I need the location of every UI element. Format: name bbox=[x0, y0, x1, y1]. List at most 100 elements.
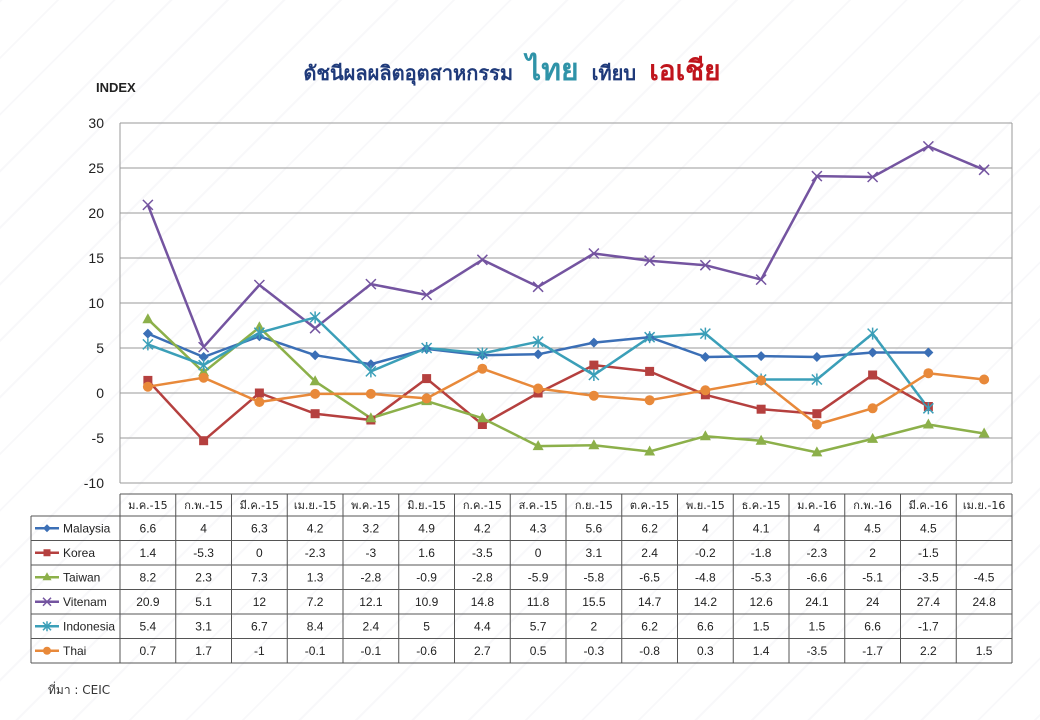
data-point bbox=[199, 436, 209, 446]
table-cell: -1.8 bbox=[751, 546, 772, 560]
series-lines bbox=[146, 145, 985, 454]
table-cell: 1.4 bbox=[753, 644, 770, 658]
data-point bbox=[253, 321, 265, 332]
table-cell: 24.1 bbox=[805, 595, 829, 609]
category-label: ก.ค.-15 bbox=[463, 499, 502, 512]
data-point bbox=[532, 335, 544, 348]
data-point bbox=[755, 274, 767, 286]
table-cell: -0.9 bbox=[416, 570, 437, 584]
table-cell: 2 bbox=[591, 619, 598, 633]
category-label: พ.ย.-15 bbox=[686, 499, 725, 512]
data-point bbox=[588, 390, 599, 401]
table-cell: 6.3 bbox=[251, 521, 268, 535]
table-cell: -2.3 bbox=[807, 546, 828, 560]
table-cell: 4 bbox=[702, 521, 709, 535]
data-point bbox=[198, 341, 210, 353]
table-cell: 5.6 bbox=[586, 521, 603, 535]
table-cell: 0 bbox=[256, 546, 263, 560]
data-point bbox=[421, 342, 433, 354]
table-cell: 1.5 bbox=[753, 619, 770, 633]
data-point bbox=[476, 254, 488, 266]
table-cell: 2 bbox=[869, 546, 876, 560]
category-label: ม.ค.-16 bbox=[797, 499, 837, 512]
table-cell: 14.2 bbox=[694, 595, 718, 609]
data-point bbox=[365, 412, 377, 423]
data-point bbox=[699, 430, 711, 441]
data-point bbox=[533, 349, 544, 360]
data-point bbox=[756, 351, 767, 362]
category-label: มิ.ย.-15 bbox=[407, 499, 446, 512]
table-cell: 12.6 bbox=[749, 595, 773, 609]
table-cell: 4.4 bbox=[474, 619, 491, 633]
data-point bbox=[867, 171, 879, 183]
data-point bbox=[923, 368, 934, 379]
table-cell: -1.7 bbox=[918, 619, 939, 633]
table-cell: -6.6 bbox=[807, 570, 828, 584]
data-point bbox=[42, 572, 52, 581]
data-point bbox=[310, 388, 321, 399]
data-point bbox=[476, 347, 488, 360]
table-cell: 6.6 bbox=[697, 619, 714, 633]
data-point bbox=[644, 331, 656, 344]
data-point bbox=[532, 440, 544, 451]
table-cell: 1.5 bbox=[976, 644, 993, 658]
title-part-1: ดัชนีผลผลิตอุตสาหกรรม bbox=[303, 61, 513, 86]
data-point bbox=[755, 434, 767, 445]
table-cell: -0.1 bbox=[361, 644, 382, 658]
table-cell: 0.7 bbox=[140, 644, 157, 658]
data-point bbox=[309, 322, 321, 334]
data-point bbox=[476, 412, 488, 423]
data-point bbox=[477, 420, 487, 429]
data-point bbox=[756, 375, 767, 386]
legend-label: Taiwan bbox=[63, 570, 100, 584]
data-point bbox=[922, 418, 934, 429]
data-point bbox=[310, 409, 320, 419]
category-label: ต.ค.-15 bbox=[630, 499, 669, 512]
table-cell: 1.4 bbox=[140, 546, 157, 560]
data-point bbox=[922, 140, 934, 152]
table-cell: -3.5 bbox=[807, 644, 828, 658]
table-cell: -2.8 bbox=[361, 570, 382, 584]
table-cell: 3.1 bbox=[586, 546, 603, 560]
table-cell: -0.2 bbox=[695, 546, 716, 560]
table-cell: -1.7 bbox=[862, 644, 883, 658]
table-cell: -5.3 bbox=[193, 546, 214, 560]
table-cell: 6.7 bbox=[251, 619, 268, 633]
data-point bbox=[588, 369, 600, 381]
data-point bbox=[43, 524, 51, 533]
data-point bbox=[867, 347, 878, 358]
table-cell: 0.3 bbox=[697, 644, 714, 658]
data-point bbox=[811, 170, 823, 182]
data-point bbox=[310, 350, 321, 361]
table-cell: 1.5 bbox=[809, 619, 826, 633]
data-point bbox=[867, 432, 879, 443]
y-tick-label: -10 bbox=[84, 475, 104, 491]
table-cell: 2.4 bbox=[363, 619, 380, 633]
table-cell: -5.9 bbox=[528, 570, 549, 584]
data-point bbox=[254, 397, 265, 407]
title-part-2: ไทย bbox=[523, 52, 578, 88]
table-cell: 4.5 bbox=[920, 521, 937, 535]
table-cell: -4.8 bbox=[695, 570, 716, 584]
data-point bbox=[422, 374, 432, 384]
table-cell: -4.5 bbox=[974, 570, 995, 584]
table-cell: 5.7 bbox=[530, 619, 547, 633]
table-cell: 7.3 bbox=[251, 570, 268, 584]
category-label: ม.ค.-15 bbox=[128, 499, 168, 512]
table-cell: 4.2 bbox=[474, 521, 491, 535]
data-point bbox=[699, 327, 711, 340]
table-cell: 4.3 bbox=[530, 521, 547, 535]
table-cell: -6.5 bbox=[639, 570, 660, 584]
data-point bbox=[143, 375, 153, 385]
table-cell: -5.8 bbox=[584, 570, 605, 584]
y-tick-label: 10 bbox=[88, 295, 104, 311]
table-cell: 24.8 bbox=[972, 595, 996, 609]
table-cell: 14.8 bbox=[471, 595, 495, 609]
data-point bbox=[43, 646, 51, 655]
y-tick-label: 15 bbox=[88, 250, 104, 266]
title-part-3: เทียบ bbox=[592, 61, 636, 85]
table-cell: 5.1 bbox=[195, 595, 212, 609]
table-cell: -2.3 bbox=[305, 546, 326, 560]
data-point bbox=[42, 621, 52, 632]
